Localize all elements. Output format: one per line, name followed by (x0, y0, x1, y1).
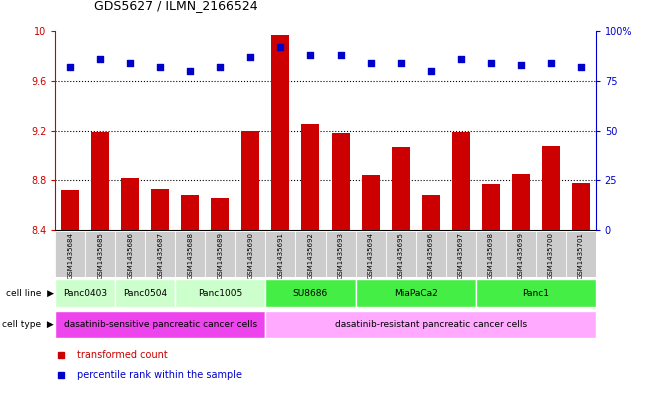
Bar (385, 231, 415, 277)
Bar (391, 147, 409, 230)
Bar (212, 198, 229, 230)
Text: GSM1435687: GSM1435687 (158, 232, 163, 279)
Text: GSM1435699: GSM1435699 (518, 232, 523, 279)
Bar (242, 131, 260, 230)
Text: dasatinib-sensitive pancreatic cancer cells: dasatinib-sensitive pancreatic cancer ce… (64, 320, 257, 329)
Text: GSM1435695: GSM1435695 (398, 232, 404, 279)
Text: Panc0504: Panc0504 (123, 289, 167, 298)
Bar (331, 133, 350, 230)
Bar (55, 279, 115, 307)
Bar (266, 279, 355, 307)
Point (275, 44, 286, 50)
Text: cell type  ▶: cell type ▶ (3, 320, 54, 329)
Point (155, 64, 165, 70)
Text: GSM1435696: GSM1435696 (428, 232, 434, 279)
Bar (422, 195, 439, 230)
Bar (271, 35, 290, 230)
Point (486, 60, 496, 66)
Point (65, 64, 76, 70)
Bar (55, 311, 266, 338)
Bar (572, 183, 590, 230)
Bar (91, 132, 109, 230)
Text: GSM1435691: GSM1435691 (277, 232, 283, 279)
Point (425, 68, 436, 74)
Bar (266, 311, 596, 338)
Bar (445, 231, 476, 277)
Point (125, 60, 135, 66)
Bar (236, 231, 266, 277)
Bar (482, 184, 499, 230)
Point (516, 62, 526, 68)
Bar (206, 231, 236, 277)
Point (245, 54, 256, 61)
Bar (566, 231, 596, 277)
Text: cell line  ▶: cell line ▶ (6, 289, 54, 298)
Text: GSM1435689: GSM1435689 (217, 232, 223, 279)
Point (335, 52, 346, 59)
Bar (542, 145, 560, 230)
Text: GSM1435700: GSM1435700 (547, 232, 553, 279)
Bar (175, 231, 206, 277)
Text: GSM1435688: GSM1435688 (187, 232, 193, 279)
Point (215, 64, 226, 70)
Text: GSM1435685: GSM1435685 (98, 232, 104, 279)
Bar (506, 231, 536, 277)
Bar (452, 132, 469, 230)
Text: MiaPaCa2: MiaPaCa2 (394, 289, 437, 298)
Point (456, 56, 466, 62)
Text: dasatinib-resistant pancreatic cancer cells: dasatinib-resistant pancreatic cancer ce… (335, 320, 527, 329)
Text: GSM1435693: GSM1435693 (337, 232, 344, 279)
Point (95, 56, 105, 62)
Point (186, 68, 196, 74)
Bar (512, 174, 530, 230)
Text: GSM1435686: GSM1435686 (128, 232, 133, 279)
Bar (145, 231, 175, 277)
Text: Panc0403: Panc0403 (63, 289, 107, 298)
Bar (61, 190, 79, 230)
Text: GDS5627 / ILMN_2166524: GDS5627 / ILMN_2166524 (94, 0, 258, 12)
Text: Panc1: Panc1 (522, 289, 549, 298)
Point (575, 64, 586, 70)
Bar (326, 231, 355, 277)
Bar (121, 178, 139, 230)
Bar (536, 231, 566, 277)
Text: percentile rank within the sample: percentile rank within the sample (77, 370, 242, 380)
Bar (266, 231, 296, 277)
Bar (301, 125, 320, 230)
Text: Panc1005: Panc1005 (199, 289, 243, 298)
Bar (115, 231, 145, 277)
Bar (55, 231, 85, 277)
Text: GSM1435701: GSM1435701 (577, 232, 584, 279)
Bar (415, 231, 445, 277)
Text: GSM1435692: GSM1435692 (307, 232, 314, 279)
Text: GSM1435690: GSM1435690 (247, 232, 253, 279)
Bar (152, 189, 169, 230)
Point (395, 60, 406, 66)
Bar (476, 279, 596, 307)
Text: GSM1435697: GSM1435697 (458, 232, 464, 279)
Text: GSM1435684: GSM1435684 (67, 232, 74, 279)
Bar (476, 231, 506, 277)
Bar (85, 231, 115, 277)
Bar (355, 231, 385, 277)
Point (365, 60, 376, 66)
Bar (175, 279, 266, 307)
Bar (115, 279, 175, 307)
Text: transformed count: transformed count (77, 350, 168, 360)
Bar (361, 175, 380, 230)
Text: GSM1435698: GSM1435698 (488, 232, 493, 279)
Point (546, 60, 556, 66)
Text: SU8686: SU8686 (293, 289, 328, 298)
Bar (182, 195, 199, 230)
Text: GSM1435694: GSM1435694 (368, 232, 374, 279)
Bar (355, 279, 476, 307)
Point (305, 52, 316, 59)
Bar (296, 231, 326, 277)
